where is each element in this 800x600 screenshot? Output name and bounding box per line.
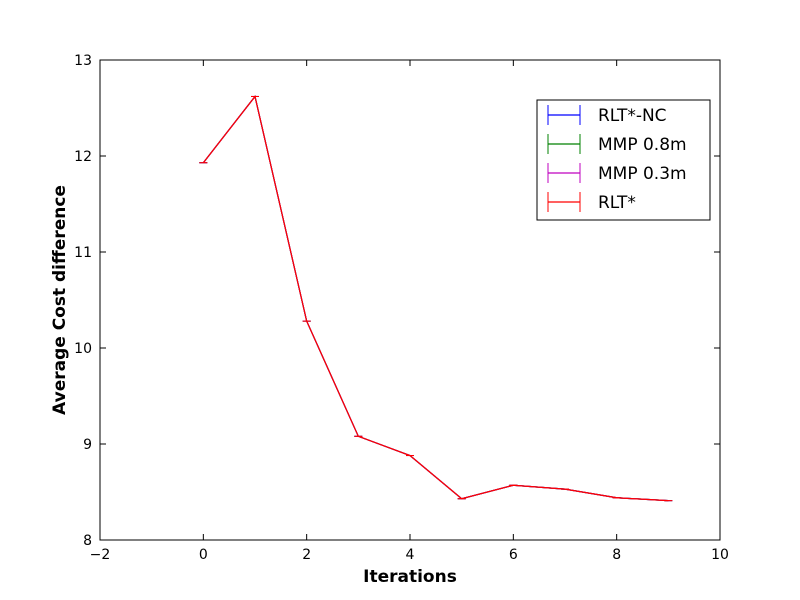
legend-label: MMP 0.3m (598, 164, 687, 184)
x-tick-label: 8 (612, 547, 621, 563)
y-tick-label: 9 (83, 437, 92, 453)
legend-label: RLT*-NC (598, 106, 667, 126)
series-layer (199, 95, 673, 502)
ticks-layer: −2 0 2 4 6 8 10 8 9 10 11 12 13 (74, 53, 729, 563)
y-tick-label: 13 (74, 53, 92, 69)
y-tick-label: 10 (74, 341, 92, 357)
legend-item: MMP 0.3m (547, 163, 687, 184)
x-tick-label: 2 (302, 547, 311, 563)
x-axis-title: Iterations (363, 567, 457, 587)
x-tick-label: 10 (711, 547, 729, 563)
legend-item: RLT*-NC (547, 105, 667, 126)
series-rlt- (199, 95, 673, 502)
legend-box (536, 99, 711, 221)
x-tick-label: −2 (90, 547, 111, 563)
x-tick-label: 4 (406, 547, 415, 563)
legend-item: RLT* (547, 192, 636, 213)
y-axis-title: Average Cost difference (50, 185, 70, 415)
y-tick-label: 11 (74, 245, 92, 261)
series-line (202, 95, 669, 502)
legend-label: RLT* (598, 193, 636, 213)
y-tick-label: 12 (74, 149, 92, 165)
legend: RLT*-NC MMP 0.8m MMP 0.3m RLT* (536, 99, 711, 221)
y-tick-label: 8 (83, 533, 92, 549)
legend-item: MMP 0.8m (547, 134, 687, 155)
x-tick-label: 6 (509, 547, 518, 563)
legend-label: MMP 0.8m (598, 135, 687, 155)
x-tick-label: 0 (199, 547, 208, 563)
